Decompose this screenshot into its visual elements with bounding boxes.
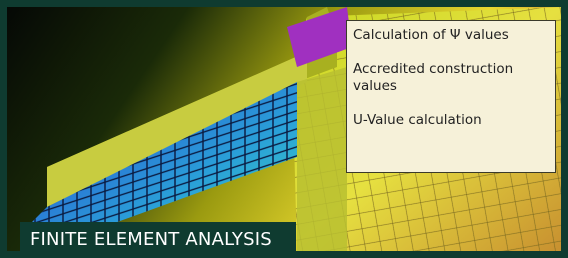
info-item: U-Value calculation	[353, 112, 549, 129]
info-box: Calculation of Ψ values Accredited const…	[346, 20, 556, 173]
info-item: Accredited construction values	[353, 61, 549, 95]
caption: FINITE ELEMENT ANALYSIS	[20, 222, 296, 258]
info-item: Calculation of Ψ values	[353, 27, 549, 44]
card: Calculation of Ψ values Accredited const…	[0, 0, 568, 258]
